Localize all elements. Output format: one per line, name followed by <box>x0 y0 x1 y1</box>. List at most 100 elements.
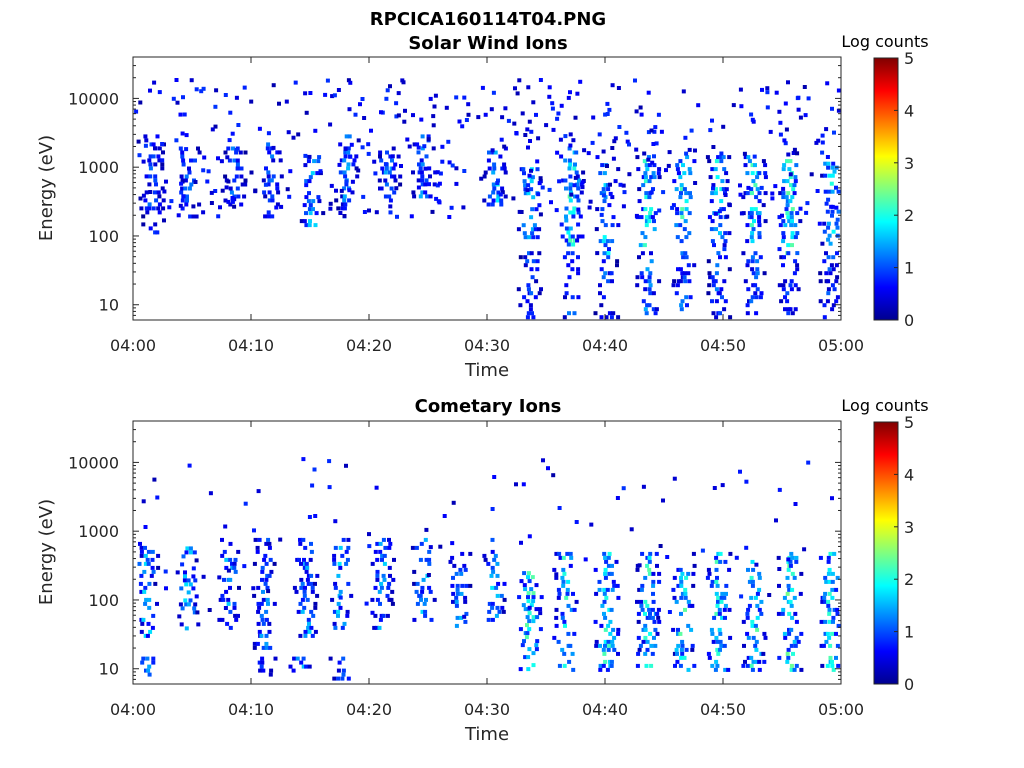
spectrogram-cell <box>264 641 269 646</box>
spectrogram-cell <box>157 146 162 151</box>
spectrogram-cell <box>635 283 640 288</box>
spectrogram-cell <box>830 663 835 668</box>
spectrogram-cell <box>834 587 839 592</box>
spectrogram-cell <box>603 555 608 560</box>
spectrogram-cell <box>600 207 605 212</box>
spectrogram-cell <box>793 235 798 240</box>
spectrogram-cell <box>150 625 155 630</box>
spectrogram-cell <box>550 101 555 106</box>
spectrogram-cell <box>716 251 721 256</box>
spectrogram-cell <box>340 625 345 630</box>
spectrogram-cell <box>242 194 247 199</box>
y-tick-label: 10 <box>99 660 119 679</box>
spectrogram-cell <box>834 221 839 226</box>
spectrogram-cell <box>304 664 309 669</box>
spectrogram-cell <box>162 218 166 223</box>
spectrogram-cell <box>621 183 626 188</box>
spectrogram-cell <box>265 585 270 590</box>
spectrogram-cell <box>678 567 683 572</box>
spectrogram-cell <box>759 291 764 296</box>
spectrogram-cell <box>186 590 191 595</box>
spectrogram-cell <box>500 115 505 120</box>
spectrogram-cell <box>715 663 720 668</box>
spectrogram-cell <box>336 206 341 211</box>
spectrogram-cell <box>652 635 656 640</box>
spectrogram-cell <box>765 90 770 95</box>
spectrogram-cell <box>610 639 615 644</box>
spectrogram-cell <box>307 621 311 626</box>
spectrogram-cell <box>602 199 607 204</box>
spectrogram-cell <box>754 275 759 280</box>
spectrogram-cell <box>151 569 156 574</box>
spectrogram-cell <box>407 144 412 149</box>
spectrogram-cell <box>427 549 432 554</box>
spectrogram-cell <box>581 170 586 175</box>
spectrogram-cell <box>657 208 662 213</box>
spectrogram-cell <box>573 194 578 199</box>
spectrogram-cell <box>750 231 755 236</box>
spectrogram-cell <box>188 598 193 603</box>
spectrogram-cell <box>640 551 645 556</box>
spectrogram-cell <box>820 150 825 155</box>
spectrogram-cell <box>468 583 473 588</box>
spectrogram-cell <box>784 195 789 200</box>
spectrogram-cell <box>263 182 268 187</box>
spectrogram-cell <box>679 307 684 312</box>
spectrogram-cell <box>228 110 233 115</box>
spectrogram-cell <box>147 182 152 187</box>
spectrogram-cell <box>180 131 185 136</box>
spectrogram-cell <box>554 208 559 213</box>
spectrogram-cell <box>746 185 751 190</box>
spectrogram-cell <box>675 659 680 664</box>
spectrogram-cell <box>571 242 576 247</box>
spectrogram-cell <box>332 553 337 558</box>
spectrogram-cell <box>140 660 145 665</box>
spectrogram-cell <box>681 255 686 260</box>
spectrogram-cell <box>527 627 532 632</box>
spectrogram-cell <box>805 201 810 206</box>
spectrogram-cell <box>755 175 760 180</box>
spectrogram-cell <box>786 655 791 660</box>
spectrogram-cell <box>452 563 457 568</box>
spectrogram-cell <box>566 95 571 100</box>
spectrogram-cell <box>435 170 440 175</box>
spectrogram-cell <box>755 187 760 192</box>
spectrogram-cell <box>392 557 396 562</box>
spectrogram-cell <box>781 167 786 172</box>
spectrogram-cell <box>567 275 572 280</box>
x-tick-label: 04:50 <box>700 336 746 355</box>
spectrogram-cell <box>180 606 185 611</box>
spectrogram-cell <box>313 605 318 610</box>
spectrogram-cell <box>682 271 687 276</box>
spectrogram-cell <box>401 80 406 85</box>
spectrogram-cell <box>554 607 559 612</box>
spectrogram-cell <box>420 585 425 590</box>
spectrogram-cell <box>513 86 517 91</box>
spectrogram-cell <box>566 603 571 608</box>
spectrogram-cell <box>600 163 605 168</box>
spectrogram-cell <box>615 583 620 588</box>
spectrogram-cell <box>220 553 225 558</box>
spectrogram-cell <box>336 88 341 92</box>
spectrogram-cell <box>228 202 233 207</box>
spectrogram-cell <box>598 667 603 672</box>
spectrogram-cell <box>739 104 744 109</box>
spectrogram-cell <box>763 191 768 196</box>
spectrogram-cell <box>379 110 383 115</box>
spectrogram-cell <box>781 283 786 288</box>
spectrogram-cell <box>608 619 613 624</box>
spectrogram-cell <box>789 211 794 216</box>
spectrogram-cell <box>762 659 767 664</box>
spectrogram-cell <box>261 668 266 673</box>
spectrogram-cell <box>141 499 146 504</box>
spectrogram-cell <box>218 597 223 602</box>
spectrogram-cell <box>144 206 149 211</box>
spectrogram-cell <box>539 595 544 600</box>
spectrogram-cell <box>342 621 347 626</box>
spectrogram-cell <box>822 229 827 234</box>
spectrogram-cell <box>235 162 240 167</box>
spectrogram-cell <box>603 243 608 248</box>
spectrogram-cell <box>791 187 796 192</box>
spectrogram-cell <box>728 551 733 556</box>
